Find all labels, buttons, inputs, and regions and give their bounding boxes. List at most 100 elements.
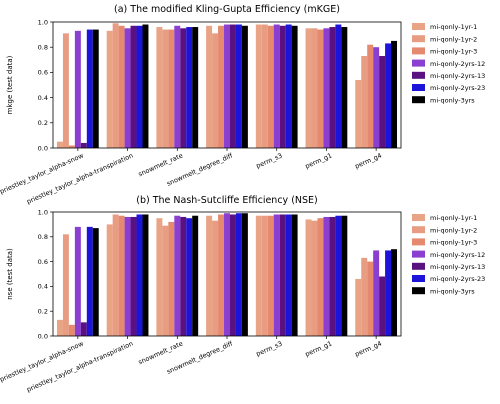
legend-swatch	[412, 59, 425, 67]
legend-label: mi-qonly-1yr-2	[430, 226, 477, 234]
x-tick-label: priestley_taylor_alpha-snow	[0, 151, 85, 195]
bar	[329, 27, 336, 148]
bar	[273, 24, 280, 148]
y-axis-label: mkge (test data)	[6, 55, 14, 114]
bar	[168, 29, 175, 149]
bar	[367, 44, 374, 148]
bar	[367, 261, 374, 336]
bar	[385, 250, 392, 336]
bar	[156, 27, 163, 148]
bar	[261, 24, 268, 148]
bar	[341, 215, 348, 336]
bar	[218, 214, 225, 336]
legend-swatch	[412, 96, 425, 104]
bar	[162, 225, 169, 336]
legend-swatch	[412, 287, 425, 295]
bar	[212, 220, 219, 336]
bar	[130, 25, 137, 149]
legend-label: mi-qonly-2yrs-23	[430, 275, 485, 283]
bar	[341, 27, 348, 148]
y-tick-label: 0.4	[38, 94, 48, 102]
bar	[192, 215, 199, 336]
bar	[273, 214, 280, 336]
bar	[317, 29, 324, 149]
legend-label: mi-qonly-2yrs-13	[430, 263, 485, 271]
bar	[379, 276, 386, 336]
bar	[279, 25, 286, 149]
bar	[136, 25, 143, 149]
legend-label: mi-qonly-1yr-3	[430, 48, 477, 56]
bar	[311, 220, 318, 336]
bar	[355, 278, 362, 336]
x-tick-label: perm_g1	[304, 152, 333, 171]
chart-panel-1: (b) The Nash-Sutcliffe Efficiency (NSE) n…	[0, 195, 485, 394]
y-tick-label: 1.0	[38, 208, 48, 216]
legend-swatch	[412, 226, 425, 234]
y-tick-label: 0.8	[38, 44, 48, 52]
bar	[74, 226, 81, 336]
legend-swatch	[412, 84, 425, 91]
bar	[224, 24, 230, 148]
bar	[361, 257, 368, 336]
chart-title: (a) The modified Kling-Gupta Efficiency …	[114, 4, 340, 15]
bar	[255, 215, 262, 336]
legend-label: mi-qonly-1yr-3	[430, 239, 477, 247]
bar	[168, 221, 175, 336]
bar	[56, 319, 63, 336]
plot-frame	[52, 21, 402, 149]
bar	[118, 25, 125, 149]
bar	[180, 28, 187, 148]
legend-label: mi-qonly-2yrs-13	[430, 72, 485, 80]
y-tick-label: 0.6	[38, 258, 48, 266]
bar	[206, 25, 213, 149]
bar	[186, 27, 193, 148]
x-tick-label: perm_s3	[255, 152, 284, 171]
bar	[329, 216, 336, 336]
bar	[379, 56, 386, 148]
bar	[218, 25, 225, 149]
y-tick-label: 0.2	[38, 308, 48, 316]
y-tick-label: 0.0	[38, 332, 48, 340]
bar	[174, 25, 181, 149]
bar	[106, 224, 113, 336]
bar	[80, 322, 87, 336]
bar	[285, 24, 292, 148]
bar	[291, 25, 298, 149]
bar	[68, 145, 75, 148]
y-axis-label: nse (test data)	[6, 248, 14, 300]
legend-label: mi-qonly-1yr-1	[430, 214, 477, 222]
legend-swatch	[412, 35, 425, 43]
bar	[235, 213, 242, 336]
bar	[112, 23, 119, 148]
bar	[335, 24, 342, 148]
bar	[186, 218, 193, 336]
x-tick-label: priestley_taylor_alpha-snow	[0, 339, 85, 383]
legend-swatch	[412, 23, 425, 30]
bar	[285, 214, 292, 336]
bar	[385, 43, 392, 148]
plot-frame	[52, 211, 402, 337]
bar	[118, 215, 125, 336]
legend-label: mi-qonly-3yrs	[430, 287, 475, 295]
bar	[224, 213, 230, 336]
legend-swatch	[412, 47, 425, 55]
chart-panel-0: (a) The modified Kling-Gupta Efficiency …	[0, 4, 485, 206]
legend-swatch	[412, 214, 425, 221]
bar	[112, 214, 119, 336]
bar	[305, 28, 312, 148]
legend-label: mi-qonly-3yrs	[430, 96, 475, 104]
bar	[80, 142, 87, 148]
bar	[317, 218, 324, 336]
legend: mi-qonly-1yr-1 mi-qonly-1yr-2 mi-qonly-1yr…	[412, 23, 485, 104]
bar	[206, 215, 213, 336]
bar	[174, 215, 181, 336]
x-tick-label: perm_s3	[255, 340, 284, 359]
bar	[106, 30, 113, 148]
bar	[241, 25, 248, 149]
y-tick-label: 0.6	[38, 69, 48, 77]
bar	[323, 216, 330, 336]
bar	[212, 33, 219, 149]
bar	[124, 28, 131, 148]
bar	[136, 214, 143, 336]
